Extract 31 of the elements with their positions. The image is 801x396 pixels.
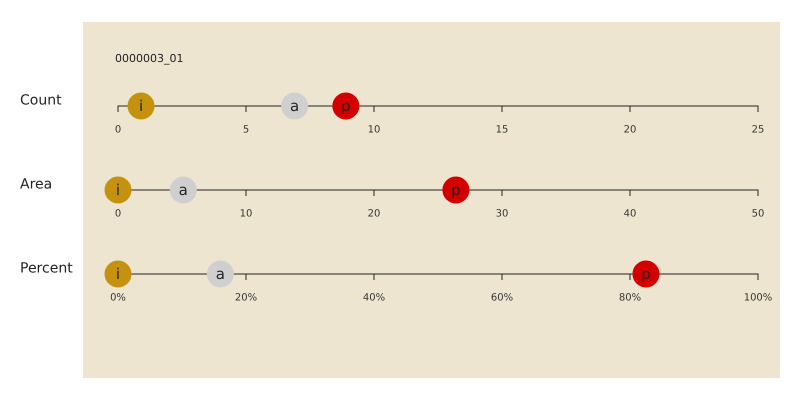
x-tick-label: 0 xyxy=(114,124,122,136)
x-tick-label: 10 xyxy=(368,124,380,136)
series-label: p xyxy=(451,180,461,199)
x-tick-label: 40% xyxy=(362,292,386,304)
chart-title: 0000003_01 xyxy=(115,52,184,65)
y-tick-label: Area xyxy=(20,176,52,193)
series-label: i xyxy=(116,180,120,199)
x-tick-label: 60% xyxy=(490,292,514,304)
x-tick-label: 30 xyxy=(496,208,508,220)
x-tick-label: 15 xyxy=(496,124,508,136)
x-tick-label: 5 xyxy=(242,124,250,136)
x-tick-label: 20 xyxy=(624,124,636,136)
x-tick-label: 100% xyxy=(744,292,772,304)
x-tick-label: 0 xyxy=(114,208,122,220)
x-tick-label: 80% xyxy=(618,292,642,304)
x-tick-label: 20 xyxy=(368,208,380,220)
series-label: a xyxy=(290,96,300,115)
x-tick-label: 0% xyxy=(110,292,126,304)
series-label: a xyxy=(216,264,225,283)
y-tick-label: Percent xyxy=(20,260,74,277)
x-tick-label: 50 xyxy=(752,208,764,220)
series-label: p xyxy=(641,264,651,283)
y-tick-label: Count xyxy=(20,92,62,109)
series-label: a xyxy=(178,180,188,199)
series-label: i xyxy=(138,96,144,115)
x-tick-label: 10 xyxy=(240,208,252,220)
series-label: p xyxy=(341,96,351,115)
x-tick-label: 20% xyxy=(234,292,258,304)
series-label: i xyxy=(116,264,120,283)
x-tick-label: 40 xyxy=(624,208,636,220)
x-tick-label: 25 xyxy=(752,124,764,136)
